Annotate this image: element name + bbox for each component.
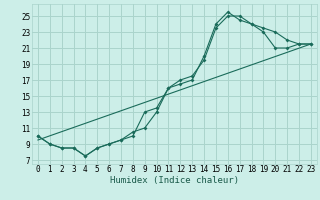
X-axis label: Humidex (Indice chaleur): Humidex (Indice chaleur) [110, 176, 239, 185]
